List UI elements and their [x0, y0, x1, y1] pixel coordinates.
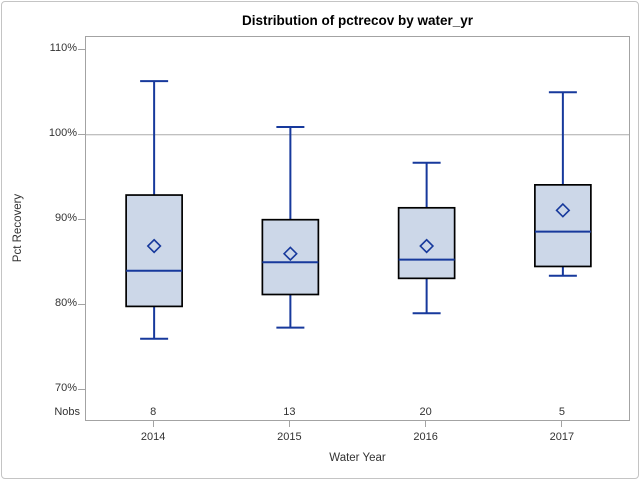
nobs-value-2016: 20 [419, 406, 432, 418]
nobs-row-label: Nobs [54, 406, 80, 418]
box-iqr-2015 [261, 218, 320, 296]
y-tick-label-90: 90% [54, 211, 77, 224]
x-tick-label-2016: 2016 [413, 431, 438, 443]
y-axis-title: Pct Recovery [12, 193, 24, 263]
nobs-value-2017: 5 [558, 406, 565, 418]
x-tick-label-2015: 2015 [277, 431, 302, 443]
box-iqr-2017 [534, 184, 592, 268]
box-iqr-2016 [397, 206, 456, 280]
x-tick-mark-2014 [152, 421, 154, 427]
y-tick-mark-80 [78, 303, 85, 305]
y-tick-mark-100 [78, 133, 85, 135]
y-tick-mark-110 [78, 48, 85, 50]
boxplot-canvas [86, 80, 629, 340]
x-tick-mark-2016 [425, 421, 427, 427]
mean-diamond-2016 [419, 238, 435, 254]
mean-diamond-2014 [146, 238, 162, 254]
y-tick-label-70: 70% [54, 381, 77, 394]
box-iqr-2014 [125, 194, 183, 308]
y-tick-label-80: 80% [54, 296, 77, 309]
x-tick-label-2014: 2014 [140, 431, 166, 443]
y-tick-label-110: 110% [49, 41, 77, 54]
y-tick-mark-70 [78, 388, 85, 390]
nobs-value-2014: 8 [150, 406, 157, 418]
x-tick-mark-2017 [561, 421, 563, 427]
y-tick-mark-90 [78, 218, 85, 220]
x-axis-title: Water Year [329, 452, 386, 464]
plot-area [85, 36, 630, 421]
x-tick-mark-2015 [288, 421, 290, 427]
mean-diamond-2017 [555, 202, 571, 218]
x-tick-label-2017: 2017 [549, 431, 575, 443]
chart-title: Distribution of pctrecov by water_yr [241, 13, 474, 28]
mean-diamond-2015 [282, 246, 298, 262]
nobs-value-2015: 13 [283, 406, 296, 418]
y-tick-label-100: 100% [48, 126, 77, 139]
